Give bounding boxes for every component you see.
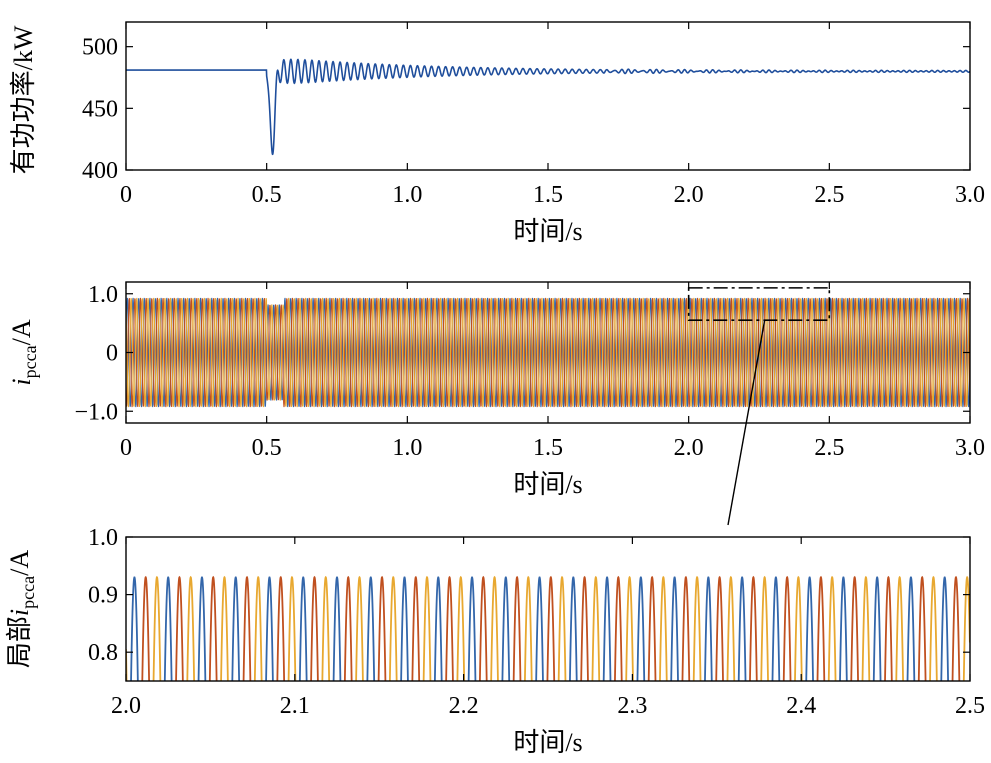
y-tick-label: 1.0 xyxy=(88,282,118,308)
zoom-window-rect xyxy=(687,287,831,321)
y-tick-label: 0.8 xyxy=(88,640,118,666)
x-tick-label: 2.0 xyxy=(111,693,141,719)
y-tick-label: −1.0 xyxy=(74,399,118,425)
x-tick-label: 2.5 xyxy=(955,693,985,719)
x-tick-label: 1.0 xyxy=(392,435,422,461)
series-phase-b xyxy=(141,575,961,681)
active-power-panel: 0 0.5 1.0 1.5 2.0 2.5 3.0 400 450 500 时间/s 有功功率/kW xyxy=(9,21,985,246)
x-tick-label: 0.5 xyxy=(252,182,282,208)
x-tick-label: 0.5 xyxy=(252,435,282,461)
x-tick-label: 1.0 xyxy=(392,182,422,208)
x-axis-label: 时间/s xyxy=(513,728,582,757)
series-phase-a xyxy=(130,576,949,681)
series-phase-b xyxy=(126,297,970,408)
x-axis-label: 时间/s xyxy=(513,217,582,246)
y-tick-label: 450 xyxy=(82,96,118,122)
x-tick-label: 2.5 xyxy=(814,435,844,461)
x-tick-label: 0 xyxy=(120,182,132,208)
plot-frame xyxy=(125,536,971,682)
zoom-leader-line xyxy=(727,320,766,526)
y-axis-label: 局部ipcca/A xyxy=(5,550,38,668)
x-tick-label: 2.0 xyxy=(674,435,704,461)
zoom-annotation xyxy=(687,287,831,526)
y-tick-label: 0.9 xyxy=(88,583,118,609)
x-tick-label: 3.0 xyxy=(955,435,985,461)
series-phase-a xyxy=(126,297,970,408)
y-tick-label: 400 xyxy=(82,158,118,184)
local-pcc-current-panel: 2.0 2.1 2.2 2.3 2.4 2.5 0.8 0.9 1.0 时间/s 局部ipcca/A xyxy=(5,525,985,757)
x-tick-label: 2.3 xyxy=(617,693,647,719)
y-axis-label: 有功功率/kW xyxy=(9,25,38,174)
y-tick-label: 0 xyxy=(106,341,118,367)
x-axis-label: 时间/s xyxy=(513,470,582,499)
plot-frame xyxy=(125,21,971,171)
series-active-power xyxy=(126,58,970,156)
y-tick-label: 500 xyxy=(82,35,118,61)
x-tick-label: 2.2 xyxy=(449,693,479,719)
x-tick-label: 2.4 xyxy=(786,693,816,719)
y-axis-label: ipcca/A xyxy=(7,319,40,385)
x-tick-label: 2.5 xyxy=(814,182,844,208)
series-phase-c xyxy=(126,575,970,681)
x-tick-label: 1.5 xyxy=(533,182,563,208)
x-tick-label: 2.0 xyxy=(674,182,704,208)
y-tick-label: 1.0 xyxy=(88,525,118,551)
x-tick-label: 2.1 xyxy=(280,693,310,719)
x-tick-label: 1.5 xyxy=(533,435,563,461)
x-tick-label: 3.0 xyxy=(955,182,985,208)
x-tick-label: 0 xyxy=(120,435,132,461)
